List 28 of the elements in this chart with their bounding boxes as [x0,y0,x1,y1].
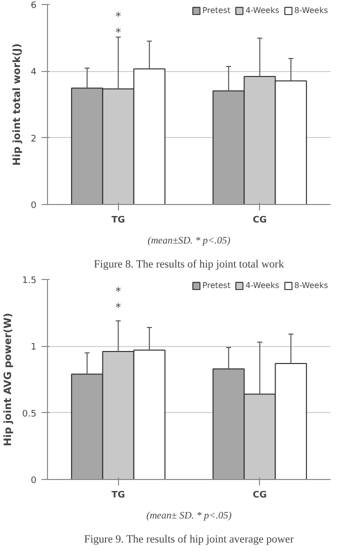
y-tick-label: 2 [30,134,37,144]
annotation: * [116,301,122,314]
text: Figure 9. The results of hip joint average power [84,534,294,546]
annotation: * [116,26,122,39]
legend-label: 4-Weeks [246,6,280,15]
text: Figure 8. The results of hip joint total work [94,258,284,270]
legend-label: 8-Weeks [294,6,328,15]
text: (mean± SD. * p<.05) [146,510,232,522]
annotation: * [116,285,122,298]
y-tick-label: 6 [30,1,37,11]
y-axis-title: Hip joint AVG power(W) [3,312,14,446]
annotation: * [116,10,122,23]
y-tick-label: 1.5 [22,276,37,286]
y-tick-label: 4 [30,68,37,78]
y-tick-label: 1 [30,342,37,353]
y-tick-label: 0 [30,201,37,211]
x-tick-label: CG [252,216,267,226]
x-tick-label: TG [111,490,126,500]
y-tick-label: 0 [30,476,37,486]
legend-label: 4-Weeks [246,281,280,290]
legend-label: Pretest [202,6,230,15]
legend-label: Pretest [202,281,230,290]
y-axis-title: Hip joint total work(J) [12,43,23,166]
y-tick-label: 0.5 [22,409,37,420]
text: (mean±SD. * p<.05) [148,236,232,246]
x-tick-label: TG [111,216,126,226]
x-tick-label: CG [252,490,267,500]
legend-label: 8-Weeks [294,281,328,290]
